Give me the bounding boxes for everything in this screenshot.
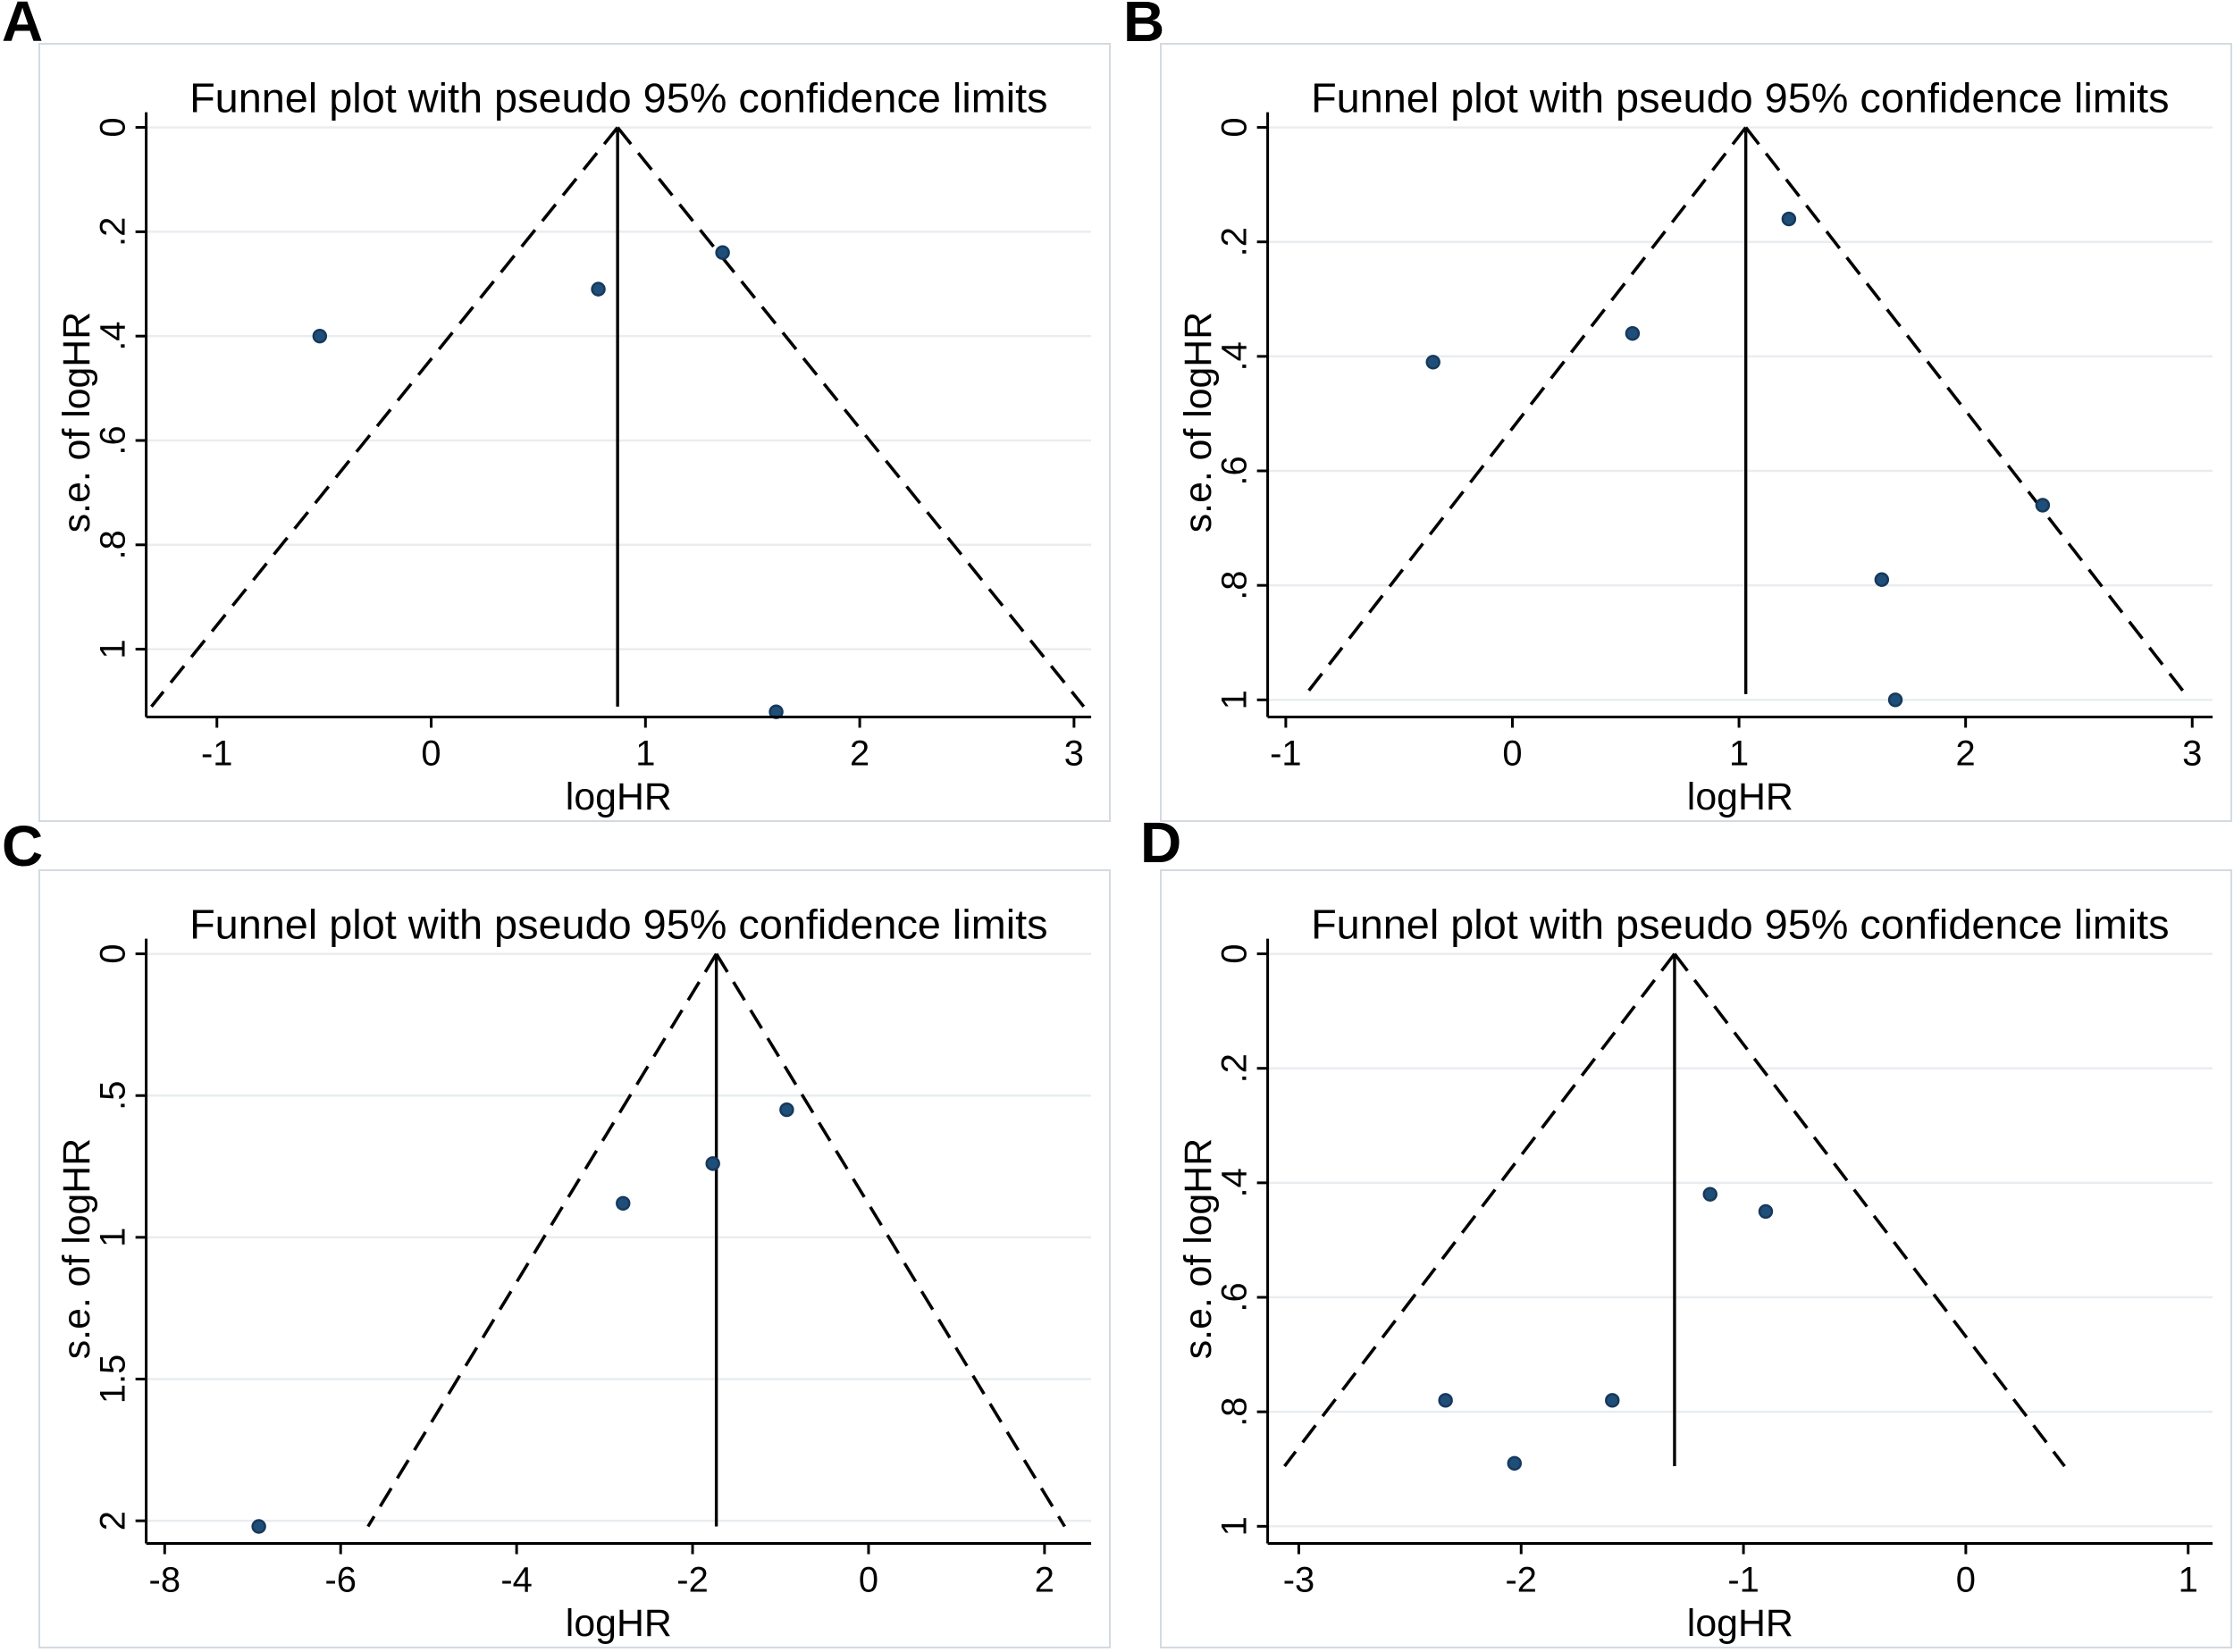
panel-label-c: C <box>2 814 44 878</box>
x-axis-title: logHR <box>566 776 672 818</box>
x-tick-label: 0 <box>1956 1560 1976 1599</box>
funnel-plot-svg-a: 0 .2 .4 .6 .8 1 -1 0 1 2 3 Funnel plot with pseudo … <box>55 75 1092 818</box>
funnel-plot-card-c: 0 .5 1 1.5 2 -8 -6 -4 -2 0 2 Funnel plot with pseud… <box>38 869 1111 1648</box>
x-tick-label: 3 <box>2182 734 2202 773</box>
x-tick-label: -2 <box>1506 1560 1537 1599</box>
y-tick-label: 0 <box>1215 944 1255 964</box>
data-point <box>1874 572 1890 587</box>
x-tick-label: 1 <box>1729 734 1749 773</box>
data-point <box>1702 1187 1717 1202</box>
y-tick-label: .2 <box>1215 227 1255 256</box>
funnel-plot-svg-b: 0 .2 .4 .6 .8 1 -1 0 1 2 3 Funnel plot with pseudo … <box>1177 75 2213 818</box>
funnel-lower-ci-line <box>150 126 619 708</box>
x-tick-label: -4 <box>500 1560 532 1599</box>
y-tick-label: .4 <box>94 322 133 351</box>
y-tick-label: 1 <box>1215 1516 1255 1536</box>
y-tick-label: .4 <box>1215 341 1255 371</box>
data-point <box>715 245 730 260</box>
data-point <box>1605 1393 1620 1408</box>
y-tick-label: 0 <box>94 944 133 964</box>
funnel-upper-ci-line <box>1744 126 2188 696</box>
x-tick-label: 1 <box>2179 1560 2198 1599</box>
funnel-plot-card-d: 0 .2 .4 .6 .8 1 -3 -2 -1 0 1 Funnel plot with pseud… <box>1160 869 2232 1648</box>
data-point <box>1625 326 1641 341</box>
funnel-lower-ci-line <box>366 952 718 1528</box>
data-point <box>1507 1455 1523 1472</box>
plot-title: Funnel plot with pseudo 95% confidence l… <box>189 75 1047 122</box>
x-tick-label: 0 <box>1502 734 1522 773</box>
funnel-upper-ci-line <box>1673 952 2066 1468</box>
panel-label-d: D <box>1140 810 1182 875</box>
data-point <box>1438 1393 1453 1408</box>
x-tick-label: -1 <box>1270 734 1301 773</box>
data-point <box>251 1519 266 1534</box>
y-axis-title: s.e. of logHR <box>55 1138 98 1359</box>
data-point <box>1781 211 1797 227</box>
funnel-plot-card-a: 0 .2 .4 .6 .8 1 -1 0 1 2 3 Funnel plot with pseudo … <box>38 43 1111 822</box>
y-tick-label: 1 <box>94 640 133 659</box>
x-tick-label: 0 <box>859 1560 878 1599</box>
plot-title: Funnel plot with pseudo 95% confidence l… <box>189 901 1047 948</box>
y-tick-label: 1 <box>1215 690 1255 709</box>
x-tick-label: 2 <box>1035 1560 1054 1599</box>
funnel-upper-ci-line <box>715 952 1066 1528</box>
y-tick-label: 0 <box>1215 118 1255 138</box>
y-axis-title: s.e. of logHR <box>1177 312 1220 532</box>
x-tick-label: -6 <box>324 1560 356 1599</box>
y-tick-label: .8 <box>1215 571 1255 600</box>
data-point <box>1425 355 1440 370</box>
data-point <box>779 1102 794 1118</box>
data-point <box>2035 498 2051 513</box>
funnel-lower-ci-line <box>1305 126 1748 696</box>
y-tick-label: .6 <box>1215 456 1255 485</box>
y-tick-label: .2 <box>1215 1053 1255 1083</box>
x-tick-label: -8 <box>149 1560 181 1599</box>
x-tick-label: 1 <box>635 734 655 773</box>
plot-title: Funnel plot with pseudo 95% confidence l… <box>1311 75 2169 122</box>
x-axis-title: logHR <box>566 1602 672 1645</box>
y-axis-title: s.e. of logHR <box>1177 1138 1220 1359</box>
y-tick-label: .2 <box>94 217 133 247</box>
panel-label-a: A <box>2 0 44 54</box>
x-tick-label: -2 <box>676 1560 708 1599</box>
funnel-plot-svg-c: 0 .5 1 1.5 2 -8 -6 -4 -2 0 2 Funnel plot with pseud… <box>55 901 1092 1645</box>
data-point <box>1887 692 1903 708</box>
plot-title: Funnel plot with pseudo 95% confidence l… <box>1311 901 2169 948</box>
data-point <box>312 328 328 344</box>
data-point <box>1758 1203 1774 1220</box>
funnel-lower-ci-line <box>1283 952 1676 1468</box>
x-tick-label: 0 <box>421 734 441 773</box>
data-point <box>591 281 606 297</box>
data-point <box>705 1156 720 1171</box>
x-tick-label: -3 <box>1283 1560 1314 1599</box>
y-tick-label: .6 <box>1215 1282 1255 1312</box>
x-tick-label: -1 <box>1727 1560 1759 1599</box>
x-tick-label: -1 <box>201 734 232 773</box>
y-tick-label: .5 <box>94 1081 133 1111</box>
x-tick-label: 3 <box>1064 734 1084 773</box>
y-tick-label: 1.5 <box>94 1354 133 1404</box>
x-tick-label: 2 <box>850 734 869 773</box>
y-tick-label: .8 <box>94 530 133 559</box>
y-tick-label: 0 <box>94 118 133 138</box>
y-tick-label: 1 <box>94 1228 133 1247</box>
y-tick-label: .6 <box>94 425 133 455</box>
panel-label-b: B <box>1123 0 1165 54</box>
x-axis-title: logHR <box>1687 1602 1793 1645</box>
y-tick-label: 2 <box>94 1511 133 1530</box>
y-tick-label: .8 <box>1215 1397 1255 1427</box>
y-axis-title: s.e. of logHR <box>55 312 98 532</box>
x-axis-title: logHR <box>1687 776 1793 818</box>
y-tick-label: .4 <box>1215 1168 1255 1197</box>
data-point <box>616 1195 631 1211</box>
funnel-plot-card-b: 0 .2 .4 .6 .8 1 -1 0 1 2 3 Funnel plot with pseudo … <box>1160 43 2232 822</box>
funnel-plot-svg-d: 0 .2 .4 .6 .8 1 -3 -2 -1 0 1 Funnel plot with pseud… <box>1177 901 2213 1645</box>
funnel-upper-ci-line <box>616 126 1086 708</box>
x-tick-label: 2 <box>1956 734 1976 773</box>
